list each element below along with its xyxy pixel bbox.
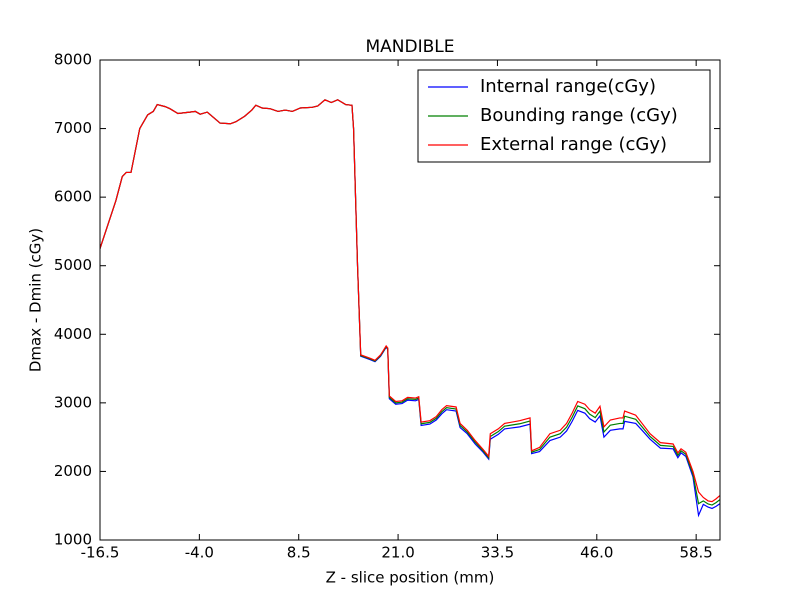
y-axis-label: Dmax - Dmin (cGy) xyxy=(27,228,45,372)
x-tick-label: 21.0 xyxy=(381,544,414,562)
y-tick-label: 5000 xyxy=(54,256,92,274)
series-line xyxy=(99,99,721,503)
plot-frame xyxy=(99,59,721,541)
x-tick-label: -4.0 xyxy=(185,544,214,562)
x-tick-label: 33.5 xyxy=(481,544,514,562)
y-tick-label: 1000 xyxy=(54,531,92,549)
legend-label: External range (cGy) xyxy=(480,134,667,155)
x-tick-label: 8.5 xyxy=(287,544,311,562)
x-tick-label: 58.5 xyxy=(679,544,712,562)
y-tick-label: 4000 xyxy=(54,325,92,343)
y-tick-label: 7000 xyxy=(54,119,92,137)
x-axis-label: Z - slice position (mm) xyxy=(326,569,495,587)
y-tick-label: 6000 xyxy=(54,188,92,206)
x-tick-label: 46.0 xyxy=(580,544,613,562)
chart-title: MANDIBLE xyxy=(366,37,455,57)
y-tick-label: 3000 xyxy=(54,393,92,411)
y-tick-label: 2000 xyxy=(54,462,92,480)
legend-label: Bounding range (cGy) xyxy=(480,105,678,126)
x-tick-label: -16.5 xyxy=(81,544,120,562)
y-tick-label: 8000 xyxy=(54,51,92,69)
legend-label: Internal range(cGy) xyxy=(480,76,656,97)
